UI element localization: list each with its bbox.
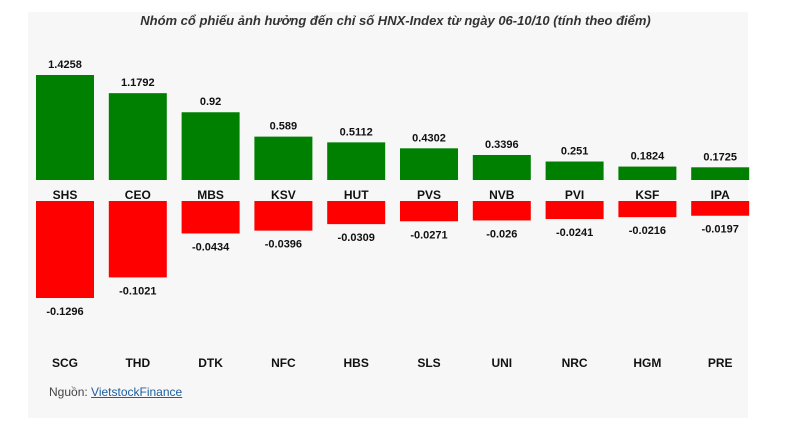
tick-label-mbs: MBS [197,188,224,202]
data-label-nrc: -0.0241 [556,227,593,239]
bar-negative-scg [36,201,94,298]
data-label-pvs: 0.4302 [412,132,446,144]
data-label-shs: 1.4258 [48,59,82,71]
bar-positive-nvb [472,154,531,180]
bar-negative-nrc [545,201,604,220]
tick-label-ipa: IPA [711,188,730,202]
data-label-pre: -0.0197 [702,224,739,236]
bar-negative-uni [472,201,531,221]
tick-label-ksv: KSV [271,188,296,202]
tick-label-hbs: HBS [344,356,369,370]
source-link[interactable]: VietstockFinance [91,385,183,399]
data-label-ipa: 0.1725 [703,151,737,163]
bar-positive-pvs [400,148,458,180]
bar-negative-pre [691,201,750,216]
tick-label-ksf: KSF [635,188,659,202]
tick-label-scg: SCG [52,356,78,370]
chart-title: Nhóm cổ phiếu ảnh hưởng đến chỉ số HNX-I… [140,13,651,28]
data-label-thd: -0.1021 [119,285,156,297]
tick-label-uni: UNI [491,356,512,370]
tick-label-ceo: CEO [125,188,151,202]
tick-label-pre: PRE [708,356,733,370]
data-label-scg: -0.1296 [46,306,83,318]
data-label-ksf: 0.1824 [631,151,666,163]
tick-label-nrc: NRC [562,356,588,370]
tick-label-hgm: HGM [633,356,661,370]
data-label-pvi: 0.251 [561,146,589,158]
bar-positive-mbs [181,112,240,180]
data-label-ksv: 0.589 [270,121,298,133]
tick-label-nfc: NFC [271,356,296,370]
tick-label-pvs: PVS [417,188,441,202]
bar-positive-pvi [545,161,604,180]
data-label-ceo: 1.1792 [121,77,155,89]
bar-negative-dtk [181,201,240,234]
data-label-hgm: -0.0216 [629,225,666,237]
data-label-mbs: 0.92 [200,96,221,108]
bar-positive-ksf [618,166,677,180]
tick-label-dtk: DTK [198,356,223,370]
bar-positive-ksv [254,136,313,180]
data-label-uni: -0.026 [486,228,517,240]
data-label-hut: 0.5112 [340,126,373,138]
bar-negative-thd [108,201,167,278]
data-label-nvb: 0.3396 [485,139,519,151]
tick-label-thd: THD [125,356,150,370]
tick-label-nvb: NVB [489,188,515,202]
bar-negative-nfc [254,201,313,231]
data-label-dtk: -0.0434 [192,241,230,253]
bar-positive-ipa [691,167,750,180]
tick-label-hut: HUT [344,188,369,202]
bar-negative-sls [400,201,458,222]
source-note: Nguồn: VietstockFinance [49,385,182,399]
bar-negative-hbs [327,201,386,225]
source-prefix: Nguồn: [49,385,92,399]
bar-positive-shs [36,75,94,180]
data-label-sls: -0.0271 [410,229,447,241]
tick-label-pvi: PVI [565,188,584,202]
data-label-hbs: -0.0309 [338,232,375,244]
data-label-nfc: -0.0396 [265,239,302,251]
bar-positive-hut [327,142,386,180]
bar-positive-ceo [108,93,167,180]
tick-label-sls: SLS [417,356,440,370]
bar-negative-hgm [618,201,677,218]
tick-label-shs: SHS [53,188,78,202]
